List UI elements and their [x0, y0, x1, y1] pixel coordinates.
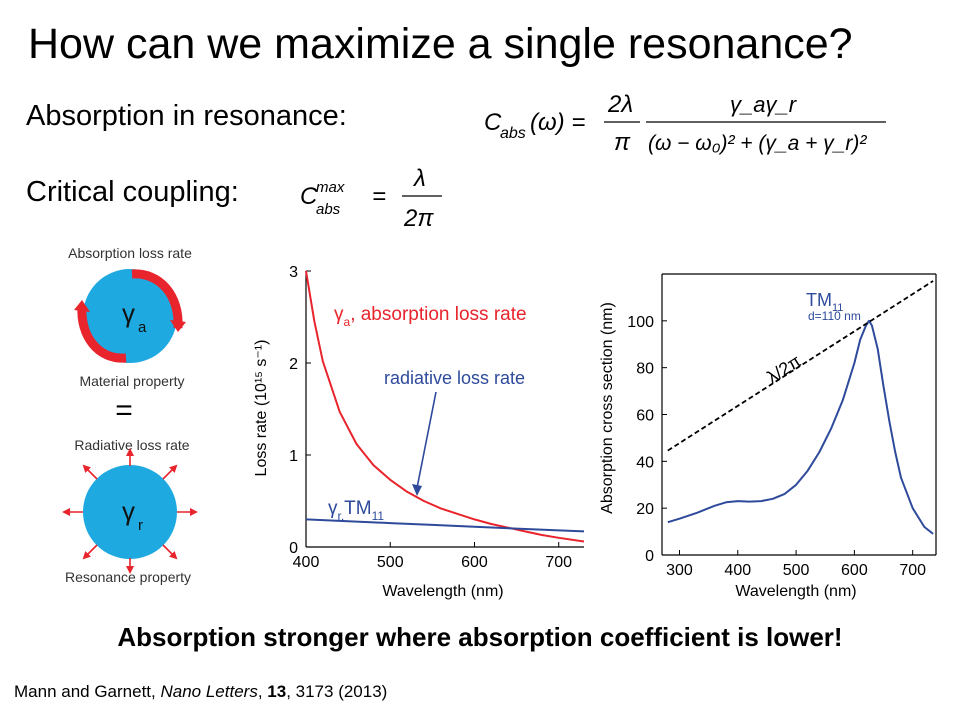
eq1-frac2-num: γ_aγ_r: [730, 92, 798, 117]
eq1-lhs-sub: abs: [500, 125, 526, 142]
cross-section-chart-y-tick-label: 80: [636, 361, 654, 378]
absorption-circle: [83, 269, 177, 363]
gamma-r-tm11-label: γr,TM11: [328, 498, 384, 523]
eq2-lhs-sup: max: [316, 179, 345, 196]
conclusion-text: Absorption stronger where absorption coe…: [117, 622, 843, 652]
critical-coupling-equation-svg: C max abs = λ 2π: [300, 165, 442, 232]
radiative-circle: [83, 465, 177, 559]
absorption-equation-svg: C abs (ω) = 2λ π γ_aγ_r (ω − ω₀)² + (γ_a…: [484, 91, 886, 156]
cross-section-chart-y-tick-label: 0: [645, 548, 654, 565]
cross-section-chart-y-tick-label: 100: [627, 314, 654, 331]
loss-rate-chart-ylabel: Loss rate (10¹⁵ s⁻¹): [253, 340, 270, 477]
cross-section-chart-y-tick-label: 40: [636, 454, 654, 471]
resonance-property-label: Resonance property: [65, 569, 191, 585]
cross-section-chart-ylabel: Absorption cross section (nm): [599, 302, 616, 514]
slide-title: How can we maximize a single resonance?: [28, 20, 853, 68]
absorption-arc-arrow-bottom: [77, 305, 127, 363]
loss-rate-chart-x-tick-label: 400: [293, 554, 320, 571]
radiative-arrow-downleft: [82, 544, 98, 560]
critical-coupling-equation: C max abs = λ 2π: [296, 160, 456, 236]
absorption-equation: C abs (ω) = 2λ π γ_aγ_r (ω − ω₀)² + (γ_a…: [484, 88, 904, 158]
loss-rate-chart-axes: 400 500 600 700 0 1 2 3: [289, 264, 584, 571]
cross-section-chart-x-tick-label: 500: [783, 562, 810, 579]
eq1-frac1-num: 2λ: [607, 91, 633, 118]
cross-section-chart-y-tick-label: 60: [636, 408, 654, 425]
eq1-lhs: C: [484, 109, 502, 136]
eq2-den: 2π: [403, 205, 434, 232]
eq2-lhs-sub: abs: [316, 201, 341, 218]
cross-section-chart-x-tick-label: 700: [899, 562, 926, 579]
cross-section-chart-x-tick-label: 300: [666, 562, 693, 579]
cross-section-chart-xlabel: Wavelength (nm): [735, 583, 856, 600]
absorption-loss-rate-label: Absorption loss rate: [68, 245, 192, 261]
loss-rate-chart-x-tick-label: 600: [461, 554, 488, 571]
loss-rate-chart-y-tick-label: 3: [289, 264, 298, 281]
eq1-frac1-den: π: [614, 129, 631, 156]
gamma-a-sub: a: [138, 319, 147, 336]
critical-coupling-label: Critical coupling:: [26, 176, 239, 208]
radiative-arrows: [62, 448, 198, 574]
loss-rate-chart-y-tick-label: 0: [289, 540, 298, 557]
loss-rate-chart-y-tick-label: 2: [289, 356, 298, 373]
radiative-loss-rate-label: Radiative loss rate: [74, 437, 189, 453]
absorption-arc-arrowhead-bottom: [74, 300, 90, 312]
cross-section-chart-x-tick-label: 400: [724, 562, 751, 579]
loss-rate-chart-y-tick-label: 1: [289, 448, 298, 465]
citation-volume: 13: [267, 682, 287, 701]
radiative-annotation-arrowhead: [412, 484, 422, 496]
absorption-cross-section-chart: 300 400 500 600 700 0 20 40 60 80 100 Wavelength (…: [599, 273, 937, 600]
eq1-lhs-arg: (ω) =: [530, 109, 585, 136]
gamma-a-legend-label: γa, absorption loss rate: [334, 304, 527, 329]
gamma-r-sub: r: [138, 517, 143, 534]
tm11-diameter-label: d=110 nm: [808, 309, 861, 323]
radiative-arrow-upleft: [82, 464, 98, 480]
citation-journal: Nano Letters: [160, 682, 258, 701]
absorption-arc-arrowhead-top: [170, 320, 186, 332]
radiative-annotation-arrow: [416, 391, 437, 489]
loss-rate-chart-series-0-line: [305, 270, 585, 543]
eq2-lhs: C: [300, 183, 318, 210]
gamma-r-symbol: γ: [122, 496, 135, 526]
loss-rate-chart-series: [305, 270, 585, 543]
citation-rest: , 3173 (2013): [286, 682, 388, 701]
lambda-over-2pi-label: λ/2π: [763, 351, 804, 388]
citation: Mann and Garnett, Nano Letters, 13, 3173…: [14, 682, 387, 702]
citation-sep: ,: [257, 682, 268, 701]
eq1-frac2-den: (ω − ω₀)² + (γ_a + γ_r)²: [648, 132, 867, 155]
cross-section-chart-axes: 300 400 500 600 700 0 20 40 60 80 100: [627, 273, 937, 579]
equals-sign: =: [115, 394, 133, 427]
radiative-loss-rate-annotation: radiative loss rate: [384, 368, 525, 388]
eq2-equals: =: [372, 183, 386, 210]
tm11-peak-label: TM11: [806, 290, 843, 314]
loss-rate-chart: 400 500 600 700 0 1 2 3 Wavelength (nm) Loss ra…: [253, 264, 585, 600]
cross-section-chart-series-0-line: [667, 319, 934, 535]
loss-rate-diagram: Absorption loss rate γ a Material proper…: [62, 245, 198, 585]
loss-rate-chart-series-1-line: [305, 518, 585, 533]
loss-rate-chart-x-tick-label: 700: [545, 554, 572, 571]
eq2-num: λ: [412, 165, 426, 192]
material-property-label: Material property: [79, 373, 184, 389]
cross-section-chart-series: [667, 280, 934, 535]
cross-section-chart-series-1-line: [667, 280, 934, 452]
loss-rate-chart-x-tick-label: 500: [377, 554, 404, 571]
citation-authors: Mann and Garnett,: [14, 682, 161, 701]
loss-rate-chart-xlabel: Wavelength (nm): [382, 583, 503, 600]
absorption-arc-arrow-top: [131, 269, 183, 329]
gamma-a-symbol: γ: [122, 298, 135, 328]
absorption-in-resonance-label: Absorption in resonance:: [26, 100, 347, 132]
radiative-arrow-downright: [162, 544, 178, 560]
radiative-arrow-upright: [162, 464, 178, 480]
cross-section-chart-y-tick-label: 20: [636, 501, 654, 518]
cross-section-chart-x-tick-label: 600: [841, 562, 868, 579]
